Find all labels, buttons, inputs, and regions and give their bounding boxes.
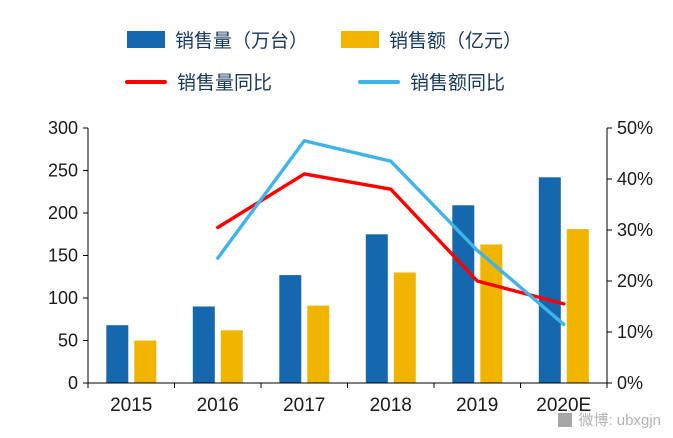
bar-series0-cat5 bbox=[538, 177, 561, 383]
line-series-0 bbox=[216, 172, 566, 306]
x-axis-label: 2020E bbox=[536, 395, 591, 416]
bar-series1-cat4 bbox=[480, 244, 503, 383]
x-axis-label: 2017 bbox=[283, 395, 325, 416]
legend-swatch-sales-revenue bbox=[341, 31, 379, 48]
bar-series0-cat1 bbox=[192, 306, 215, 383]
legend-swatch-sales-volume bbox=[127, 31, 165, 48]
legend-item-sales-volume: 销售量（万台） bbox=[127, 26, 308, 53]
left-axis-label: 250 bbox=[48, 161, 78, 181]
left-axis-label: 100 bbox=[48, 288, 78, 308]
left-axis-label: 300 bbox=[48, 118, 78, 138]
right-axis-label: 40% bbox=[617, 169, 653, 189]
left-axis-label: 0 bbox=[68, 373, 78, 393]
bar-series1-cat1 bbox=[220, 330, 243, 383]
legend-label-revenue-yoy: 销售额同比 bbox=[410, 73, 506, 94]
legend-item-revenue-yoy: 销售额同比 bbox=[358, 68, 505, 95]
watermark: 微博: ubxgjn bbox=[558, 409, 661, 430]
bar-series1-cat3 bbox=[393, 272, 416, 383]
left-axis-label: 50 bbox=[58, 331, 78, 351]
bar-series0-cat4 bbox=[452, 205, 475, 383]
legend-swatch-revenue-yoy bbox=[358, 79, 400, 84]
right-axis-label: 50% bbox=[617, 118, 653, 138]
bar-series0-cat3 bbox=[365, 234, 388, 384]
bar-series1-cat2 bbox=[307, 305, 330, 383]
legend-label-sales-revenue: 销售额（亿元） bbox=[389, 31, 523, 52]
legend: 销售量（万台） 销售额（亿元） 销售量同比 销售额同比 bbox=[0, 0, 673, 100]
x-axis-label: 2018 bbox=[370, 395, 412, 416]
legend-item-volume-yoy: 销售量同比 bbox=[125, 68, 272, 95]
x-axis-label: 2016 bbox=[197, 395, 239, 416]
legend-item-sales-revenue: 销售额（亿元） bbox=[341, 26, 522, 53]
left-axis-label: 200 bbox=[48, 203, 78, 223]
line-series-1 bbox=[216, 139, 566, 327]
legend-label-volume-yoy: 销售量同比 bbox=[177, 73, 273, 94]
bar-series0-cat0 bbox=[106, 325, 129, 383]
right-axis-label: 30% bbox=[617, 220, 653, 240]
bar-series0-cat2 bbox=[279, 275, 302, 383]
right-axis-label: 10% bbox=[617, 322, 653, 342]
left-axis-label: 150 bbox=[48, 246, 78, 266]
x-axis-label: 2015 bbox=[110, 395, 152, 416]
right-axis-label: 20% bbox=[617, 271, 653, 291]
right-axis-label: 0% bbox=[617, 373, 643, 393]
x-axis-label: 2019 bbox=[456, 395, 498, 416]
watermark-logo-icon bbox=[558, 412, 573, 427]
legend-label-sales-volume: 销售量（万台） bbox=[175, 31, 309, 52]
bar-series1-cat0 bbox=[134, 340, 157, 383]
legend-swatch-volume-yoy bbox=[125, 79, 167, 84]
watermark-text: 微博: ubxgjn bbox=[578, 412, 661, 429]
bar-series1-cat5 bbox=[566, 229, 589, 383]
